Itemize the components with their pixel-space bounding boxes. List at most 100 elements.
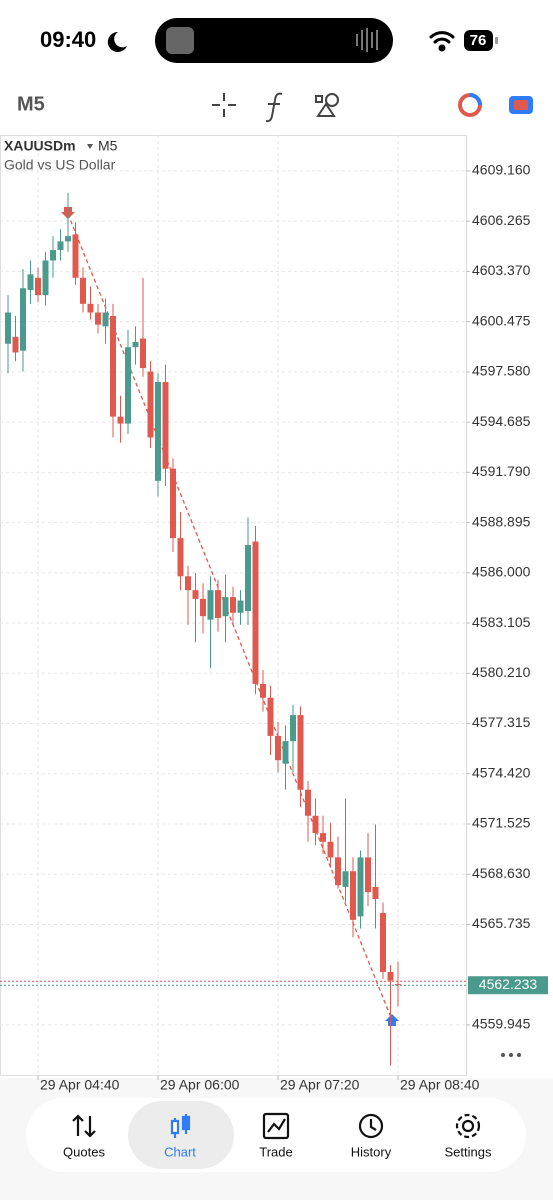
tab-label[interactable]: Trade	[259, 1144, 292, 1159]
tab-icons	[72, 1112, 481, 1140]
candle-body	[275, 735, 281, 761]
candles	[5, 192, 401, 1066]
candle-body	[342, 871, 349, 887]
candle-body	[357, 857, 364, 917]
crosshair-button[interactable]	[212, 93, 236, 117]
candle-body	[267, 697, 274, 736]
candle-body	[20, 288, 26, 351]
candle-body	[87, 303, 94, 313]
candle-body	[102, 312, 109, 327]
symbol: XAUUSDm	[4, 138, 76, 154]
candle-body	[335, 857, 341, 886]
candle-body	[110, 315, 116, 417]
candle-body	[312, 815, 319, 834]
y-tick-label: 4591.790	[472, 463, 531, 479]
candle-body	[245, 545, 251, 611]
timeframe-button[interactable]: M5	[17, 93, 45, 115]
last-price-label: 4562.233	[479, 976, 538, 992]
last-price-box	[468, 976, 548, 995]
candle-body	[80, 277, 86, 304]
y-tick-label: 4571.525	[472, 815, 531, 831]
candle-body	[230, 597, 236, 613]
candle-body	[260, 683, 266, 698]
dynamic-island	[155, 18, 393, 63]
trade-icon[interactable]	[458, 93, 482, 117]
y-tick-label: 4568.630	[472, 865, 531, 881]
candle-body	[215, 590, 221, 618]
x-tick-label: 29 Apr 06:00	[160, 1077, 240, 1093]
y-tick-label: 4588.895	[472, 513, 531, 529]
candle-body	[327, 841, 334, 858]
candle-body	[297, 715, 304, 790]
y-tick-label: 4597.580	[472, 363, 531, 379]
candle-body	[305, 789, 311, 816]
candle-body	[140, 338, 146, 369]
y-tick-label: 4580.210	[472, 664, 531, 680]
candle-body	[117, 416, 124, 424]
buy-arrow	[385, 1014, 399, 1026]
candle-body	[147, 371, 154, 438]
candle-body	[395, 984, 401, 986]
candle-body	[72, 234, 79, 278]
candle-body	[320, 833, 326, 842]
candle-body	[237, 600, 244, 613]
candle-body	[132, 342, 139, 348]
candle-body	[155, 381, 161, 481]
y-tick-label: 4577.315	[472, 714, 531, 730]
x-tick-label: 29 Apr 07:20	[280, 1077, 360, 1093]
candle-body	[57, 241, 64, 251]
clock: 09:40	[40, 27, 96, 52]
candle-body	[207, 590, 214, 620]
candle-body	[12, 336, 19, 353]
tab-label[interactable]: Chart	[164, 1144, 196, 1159]
tab-label[interactable]: Settings	[445, 1144, 492, 1159]
tab-label[interactable]: Quotes	[63, 1144, 105, 1159]
candle-body	[177, 538, 184, 577]
y-tick-label: 4565.735	[472, 915, 531, 931]
x-tick-label: 29 Apr 08:40	[400, 1077, 480, 1093]
y-tick-label: 4609.160	[472, 162, 531, 178]
tab-label[interactable]: History	[351, 1144, 392, 1159]
candle-body	[35, 277, 41, 296]
battery-tip	[495, 37, 498, 44]
candle-body	[380, 912, 386, 972]
y-tick-label: 4586.000	[472, 564, 531, 580]
candle-body	[65, 236, 71, 242]
candle-body	[125, 347, 131, 424]
symbol-description: Gold vs US Dollar	[4, 157, 116, 173]
candle-body	[50, 250, 56, 261]
battery	[464, 30, 493, 51]
candle-body	[27, 274, 34, 290]
candle-body	[282, 741, 289, 764]
y-tick-label: 4606.265	[472, 212, 531, 228]
battery-level: 76	[470, 32, 487, 49]
candle-body	[162, 381, 169, 469]
candle-body	[372, 886, 379, 900]
candle-body	[185, 576, 191, 591]
candle-body	[200, 598, 206, 617]
one-click-icon[interactable]	[509, 96, 533, 114]
y-tick-label: 4603.370	[472, 262, 531, 278]
candle-body	[5, 312, 11, 344]
indicators-button[interactable]	[265, 92, 283, 123]
active-tab-bg	[128, 1101, 234, 1169]
more-button[interactable]	[501, 1053, 521, 1057]
waveform	[356, 28, 378, 52]
y-tick-label: 4574.420	[472, 764, 531, 780]
objects-button[interactable]	[315, 93, 339, 117]
y-tick-label: 4583.105	[472, 614, 531, 630]
symbol-dropdown[interactable]	[87, 144, 93, 149]
candle-body	[170, 468, 176, 539]
y-tick-label: 4594.685	[472, 413, 531, 429]
focus-icon	[107, 31, 127, 52]
album-art	[166, 27, 194, 54]
y-tick-label: 4559.945	[472, 1016, 531, 1032]
candle-body	[222, 597, 229, 617]
chart-timeframe: M5	[98, 138, 118, 154]
candle-body	[95, 312, 101, 325]
candle-body	[42, 260, 49, 296]
y-tick-label: 4600.475	[472, 312, 531, 328]
wifi-icon	[429, 31, 455, 52]
